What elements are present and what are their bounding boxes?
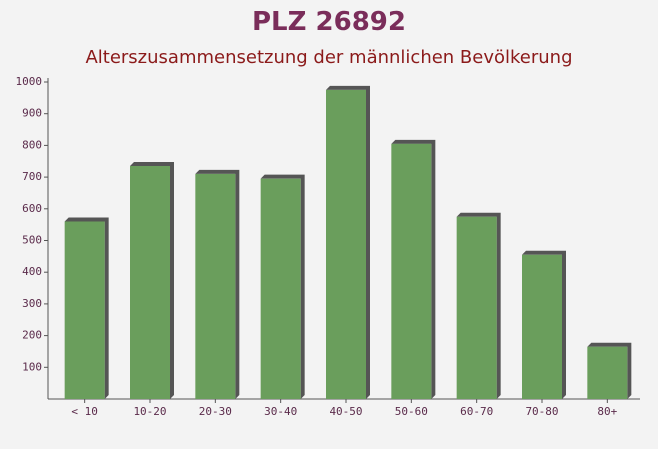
chart-title: PLZ 26892 <box>252 7 406 37</box>
x-tick-label: < 10 <box>71 405 98 418</box>
chart-subtitle: Alterszusammensetzung der männlichen Bev… <box>85 47 572 68</box>
bar <box>587 346 628 399</box>
bar <box>522 254 562 399</box>
y-tick-label: 500 <box>22 234 42 247</box>
y-tick-label: 900 <box>22 107 42 120</box>
y-tick-label: 800 <box>22 138 42 151</box>
bar <box>260 178 301 399</box>
x-tick-label: 30-40 <box>264 405 297 418</box>
bar <box>130 166 170 399</box>
bar <box>195 173 236 399</box>
y-tick-label: 400 <box>22 265 42 278</box>
y-tick-label: 100 <box>22 360 42 373</box>
x-tick-label: 40-50 <box>329 405 362 418</box>
y-tick-label: 200 <box>22 329 42 342</box>
bar <box>456 216 497 399</box>
x-tick-label: 60-70 <box>460 405 493 418</box>
y-tick-label: 700 <box>22 170 42 183</box>
bar <box>64 221 105 399</box>
x-tick-label: 80+ <box>597 405 617 418</box>
bar <box>326 89 366 400</box>
x-tick-label: 50-60 <box>395 405 428 418</box>
x-tick-label: 10-20 <box>133 405 166 418</box>
x-tick-label: 70-80 <box>525 405 558 418</box>
bar <box>391 143 432 399</box>
y-tick-label: 600 <box>22 202 42 215</box>
x-tick-label: 20-30 <box>199 405 232 418</box>
y-tick-label: 300 <box>22 297 42 310</box>
y-tick-label: 1000 <box>16 75 43 88</box>
